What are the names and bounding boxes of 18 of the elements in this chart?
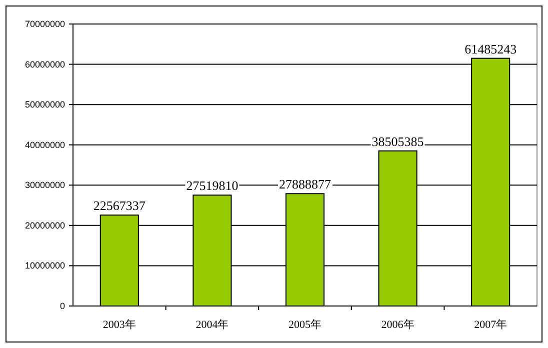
y-tick-label: 0 <box>60 301 65 311</box>
data-label: 27519810 <box>186 178 238 194</box>
data-label: 38505385 <box>372 134 424 149</box>
data-label: 61485243 <box>464 41 517 56</box>
data-label: 22567337 <box>93 198 146 214</box>
y-tick-label: 70000000 <box>24 19 65 29</box>
x-tick-label: 2007年 <box>474 319 508 331</box>
y-tick-label: 30000000 <box>24 180 65 190</box>
x-tick-label: 2003年 <box>102 319 136 331</box>
x-tick-label: 2005年 <box>288 319 322 331</box>
y-tick-label: 10000000 <box>24 260 65 271</box>
x-tick-label: 2004年 <box>196 319 229 331</box>
x-tick-label: 2006年 <box>381 319 414 331</box>
y-tick-label: 40000000 <box>24 140 65 150</box>
data-label: 27888877 <box>279 176 332 192</box>
y-tick-label: 20000000 <box>24 220 65 230</box>
y-tick-label: 50000000 <box>24 100 65 110</box>
y-tick-label: 60000000 <box>24 59 65 70</box>
